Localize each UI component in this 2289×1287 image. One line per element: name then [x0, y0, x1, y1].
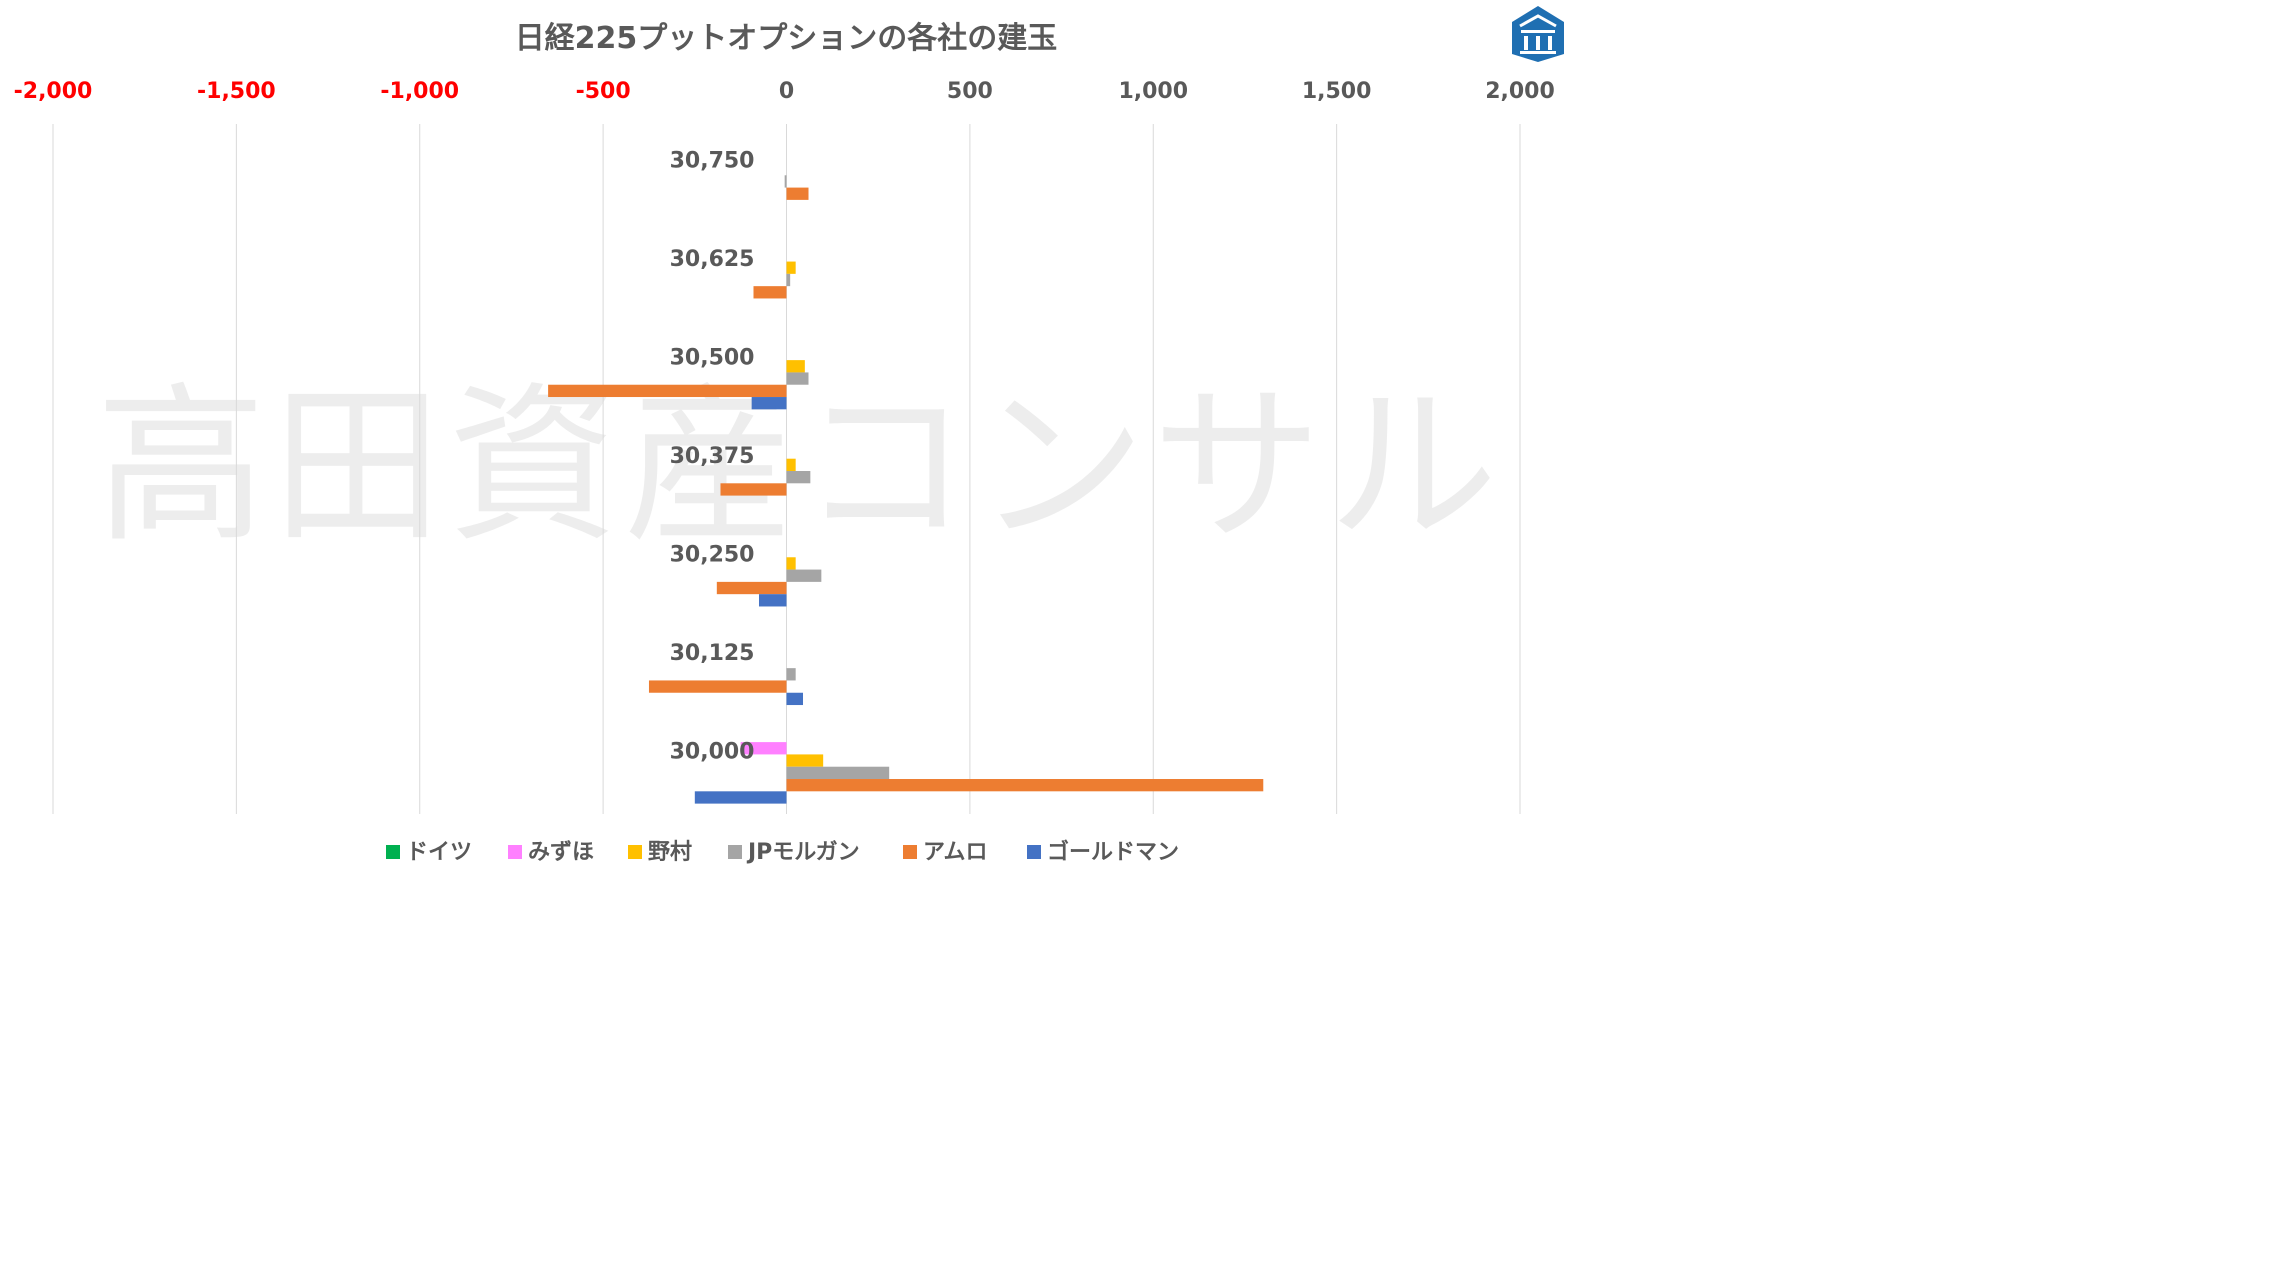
bar-野村-30,250 [786, 557, 796, 570]
bar-ゴールドマン-30,250 [758, 594, 787, 607]
legend-swatch [728, 845, 742, 859]
bar-野村-30,500 [786, 360, 805, 373]
bar-アムロ-30,750 [786, 187, 809, 200]
category-label: 30,500 [670, 345, 755, 370]
category-label: 30,250 [670, 543, 755, 568]
bar-ゴールドマン-30,000 [694, 791, 787, 804]
bar-JPモルガン-30,375 [786, 471, 811, 484]
x-axis-ticks: -2,000 -1,500 -1,000 -500 0 500 1,000 1,500 2,00… [14, 79, 1555, 104]
x-tick-label: 2,000 [1485, 79, 1555, 104]
bar-アムロ-30,125 [648, 680, 787, 693]
legend-label: JPモルガン [746, 840, 860, 865]
bar-JPモルガン-30,500 [786, 372, 809, 385]
bar-JPモルガン-30,000 [786, 766, 890, 780]
bar-JPモルガン-30,125 [786, 668, 796, 681]
legend-swatch [508, 845, 522, 859]
category-label: 30,125 [670, 641, 755, 666]
category-label: 30,625 [670, 247, 755, 272]
bar-野村-30,000 [786, 754, 824, 767]
legend: ドイツ みずほ 野村 JPモルガン アムロ ゴールドマン [386, 839, 1179, 865]
category-label: 30,375 [670, 444, 755, 469]
bar-ゴールドマン-30,125 [786, 692, 804, 706]
x-tick-label: 500 [947, 79, 993, 104]
legend-label: みずほ [528, 840, 594, 865]
logo [1512, 6, 1564, 62]
legend-swatch [1027, 845, 1041, 859]
category-label: 30,000 [670, 740, 755, 765]
bar-JPモルガン-30,625 [786, 273, 791, 287]
legend-label: アムロ [923, 840, 987, 865]
bar-アムロ-30,625 [753, 286, 787, 299]
chart-title: 日経225プットオプションの各社の建玉 [515, 21, 1058, 56]
bars [548, 175, 1264, 804]
legend-label: ドイツ [406, 840, 472, 865]
legend-label: ゴールドマン [1047, 839, 1179, 865]
bar-アムロ-30,250 [716, 581, 787, 595]
bar-みずほ-30,000 [740, 742, 787, 755]
x-tick-label: -1,000 [380, 79, 459, 104]
x-tick-label: 1,000 [1118, 79, 1188, 104]
bar-アムロ-30,375 [720, 483, 787, 496]
x-tick-label: -500 [576, 79, 631, 104]
x-tick-label: -2,000 [14, 79, 93, 104]
bar-ゴールドマン-30,500 [751, 397, 787, 410]
bar-JPモルガン-30,250 [786, 569, 822, 582]
category-labels: 30,750 30,625 30,500 30,375 30,250 30,125 30,0… [670, 148, 755, 764]
legend-swatch [903, 845, 917, 859]
x-tick-label: 1,500 [1302, 79, 1372, 104]
bar-アムロ-30,500 [548, 384, 787, 398]
legend-label: 野村 [648, 840, 692, 865]
bar-野村-30,625 [786, 261, 796, 274]
bar-野村-30,375 [786, 458, 796, 471]
legend-swatch [386, 845, 400, 859]
x-tick-label: 0 [779, 79, 794, 104]
chart: 高田資産コンサル 日経225プットオプションの各社の建玉 -2,000 -1,50… [14, 6, 1564, 865]
category-label: 30,750 [670, 148, 755, 173]
bar-アムロ-30,000 [786, 779, 1264, 792]
watermark: 高田資産コンサル [96, 368, 1504, 566]
legend-swatch [628, 845, 642, 859]
x-tick-label: -1,500 [197, 79, 276, 104]
bar-JPモルガン-30,750 [784, 175, 787, 188]
